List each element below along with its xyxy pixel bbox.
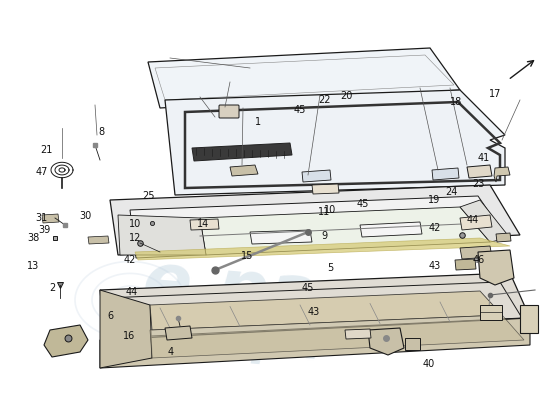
Polygon shape xyxy=(496,233,511,242)
Polygon shape xyxy=(148,48,460,108)
Polygon shape xyxy=(200,207,490,255)
Bar xyxy=(405,338,420,350)
Text: 6: 6 xyxy=(107,311,113,321)
Text: 44: 44 xyxy=(467,215,479,225)
Polygon shape xyxy=(460,246,492,259)
Polygon shape xyxy=(150,291,502,330)
Polygon shape xyxy=(250,230,312,244)
Polygon shape xyxy=(368,328,404,355)
Text: a pa: a pa xyxy=(200,311,324,369)
Text: 5: 5 xyxy=(327,263,333,273)
Text: 41: 41 xyxy=(478,153,490,163)
Text: 45: 45 xyxy=(294,105,306,115)
Text: 43: 43 xyxy=(307,307,320,317)
Text: 19: 19 xyxy=(428,195,441,205)
Text: 18: 18 xyxy=(450,97,463,107)
Text: 12: 12 xyxy=(129,233,141,243)
Polygon shape xyxy=(42,214,59,223)
Polygon shape xyxy=(135,238,510,260)
Polygon shape xyxy=(494,167,510,182)
Text: 23: 23 xyxy=(472,179,485,189)
Text: 24: 24 xyxy=(445,187,457,197)
Polygon shape xyxy=(230,165,258,176)
Text: 38: 38 xyxy=(27,233,39,243)
Bar xyxy=(520,305,538,333)
Polygon shape xyxy=(100,290,152,368)
Text: 31: 31 xyxy=(35,213,47,223)
FancyBboxPatch shape xyxy=(219,105,239,118)
Text: 14: 14 xyxy=(197,219,210,229)
Polygon shape xyxy=(460,200,510,242)
Text: 25: 25 xyxy=(142,191,155,201)
Text: 45: 45 xyxy=(357,199,369,209)
Text: 44: 44 xyxy=(126,287,138,297)
Polygon shape xyxy=(302,170,331,182)
Text: 20: 20 xyxy=(340,91,353,101)
Text: 39: 39 xyxy=(38,225,50,235)
Text: 40: 40 xyxy=(423,359,435,369)
Polygon shape xyxy=(312,184,339,194)
Polygon shape xyxy=(192,143,292,161)
Polygon shape xyxy=(130,196,508,258)
Polygon shape xyxy=(460,215,492,230)
Polygon shape xyxy=(190,219,219,230)
Text: 45: 45 xyxy=(302,283,314,293)
Text: 16: 16 xyxy=(123,331,135,341)
Text: 10: 10 xyxy=(324,205,336,215)
Text: 42: 42 xyxy=(123,255,135,265)
Text: 43: 43 xyxy=(428,261,441,271)
Bar xyxy=(480,305,502,320)
Polygon shape xyxy=(118,215,206,255)
Polygon shape xyxy=(110,185,520,255)
Polygon shape xyxy=(360,222,422,237)
Polygon shape xyxy=(432,168,459,180)
Text: 11: 11 xyxy=(318,207,331,217)
Polygon shape xyxy=(165,326,192,340)
Polygon shape xyxy=(100,273,530,340)
Text: 22: 22 xyxy=(318,95,331,105)
Text: 15: 15 xyxy=(241,251,254,261)
Text: 42: 42 xyxy=(428,223,441,233)
Text: 13: 13 xyxy=(27,261,39,271)
Text: 4: 4 xyxy=(167,347,174,357)
Text: 8: 8 xyxy=(98,127,105,137)
Polygon shape xyxy=(150,315,524,358)
Text: 47: 47 xyxy=(35,167,47,177)
Text: 30: 30 xyxy=(79,211,91,221)
Text: 9: 9 xyxy=(321,231,328,241)
Text: 46: 46 xyxy=(472,255,485,265)
Text: e pa: e pa xyxy=(140,248,320,332)
Polygon shape xyxy=(44,325,88,357)
Polygon shape xyxy=(100,318,530,368)
Polygon shape xyxy=(88,236,109,244)
Text: 17: 17 xyxy=(489,89,501,99)
Polygon shape xyxy=(165,90,505,195)
Text: 21: 21 xyxy=(41,145,53,155)
Text: 10: 10 xyxy=(129,219,141,229)
Polygon shape xyxy=(345,329,371,339)
Polygon shape xyxy=(467,165,492,178)
Text: 1: 1 xyxy=(255,117,262,127)
Text: 2: 2 xyxy=(49,283,56,293)
Polygon shape xyxy=(478,250,514,285)
Polygon shape xyxy=(455,259,476,270)
